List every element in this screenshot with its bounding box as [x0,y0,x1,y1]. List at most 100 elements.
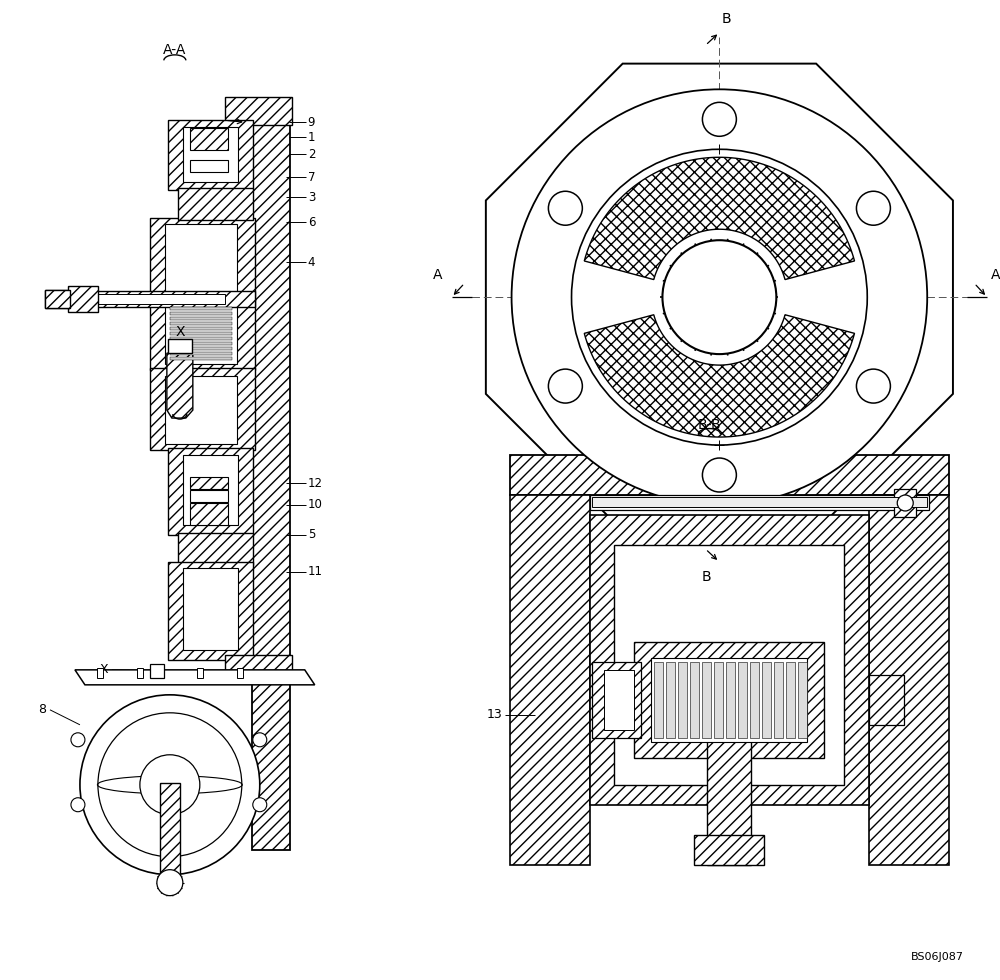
Bar [168,339,192,353]
Polygon shape [167,353,193,418]
Text: 2: 2 [308,148,315,161]
Bar [45,290,70,308]
Bar [651,658,807,742]
Bar [170,352,232,355]
Bar [510,495,590,864]
Bar [168,562,253,660]
Bar [150,219,255,300]
Bar [170,307,232,310]
Bar [894,489,916,517]
Bar [592,497,927,507]
Text: 10: 10 [308,499,323,512]
Bar [237,667,243,678]
Bar [190,503,228,525]
Bar [225,655,292,675]
Bar [170,347,232,350]
Circle shape [157,869,183,896]
Bar [190,477,228,489]
Text: 11: 11 [308,565,323,578]
Bar [590,514,869,805]
Circle shape [662,240,776,354]
Circle shape [856,369,890,403]
Polygon shape [584,315,855,437]
Bar [666,662,675,738]
Bar [150,663,164,678]
Bar [95,294,225,304]
Bar [170,342,232,345]
Circle shape [253,733,267,747]
Text: A: A [433,269,442,282]
Text: B-B: B-B [698,418,721,432]
Text: 9: 9 [308,116,315,128]
Polygon shape [486,64,953,531]
Circle shape [702,458,736,492]
Bar [592,662,641,738]
Circle shape [512,89,927,505]
Polygon shape [75,670,315,685]
Circle shape [572,149,867,445]
Bar [178,533,253,564]
Bar [170,337,232,340]
Bar [604,670,634,730]
Bar [170,357,232,360]
Text: 3: 3 [308,191,315,204]
Bar [798,662,807,738]
Circle shape [548,369,582,403]
Bar [183,455,238,525]
Bar [774,662,783,738]
Circle shape [253,798,267,811]
Bar [590,495,929,510]
Circle shape [98,712,242,857]
Bar [68,286,98,313]
Circle shape [897,495,913,511]
Text: A: A [991,269,1000,282]
Text: A-A: A-A [163,43,187,58]
Circle shape [140,755,200,814]
Circle shape [80,695,260,875]
Bar [168,121,253,190]
Bar [707,695,751,864]
Bar [170,318,232,320]
Bar [170,313,232,316]
Text: 1: 1 [308,130,315,144]
Text: 12: 12 [308,476,323,489]
Text: 13: 13 [487,709,503,721]
Bar [869,495,949,864]
Bar [165,376,237,444]
Bar [183,568,238,650]
Bar [168,448,253,535]
Bar [762,662,771,738]
Text: X: X [99,663,108,676]
Bar [690,662,699,738]
Bar [702,662,711,738]
Bar [97,667,103,678]
Bar [190,490,228,502]
Text: B: B [721,13,731,26]
Text: 4: 4 [308,256,315,269]
Bar [190,161,228,172]
Circle shape [702,102,736,136]
Circle shape [71,733,85,747]
Bar [178,188,253,220]
Bar [150,298,255,370]
Bar [170,322,232,325]
Bar [252,100,290,850]
Text: 7: 7 [308,171,315,184]
Bar [197,667,203,678]
Bar [678,662,687,738]
Bar [510,455,949,495]
Bar [183,127,238,182]
Bar [714,662,723,738]
Circle shape [548,191,582,225]
Bar [750,662,759,738]
Text: X: X [175,325,185,339]
Bar [160,783,180,880]
Bar [165,224,237,292]
Text: B: B [702,570,711,584]
Bar [170,332,232,335]
Bar [738,662,747,738]
Bar [68,291,255,307]
Bar [225,97,292,125]
Bar [694,835,764,864]
Text: BS06J087: BS06J087 [911,952,964,961]
